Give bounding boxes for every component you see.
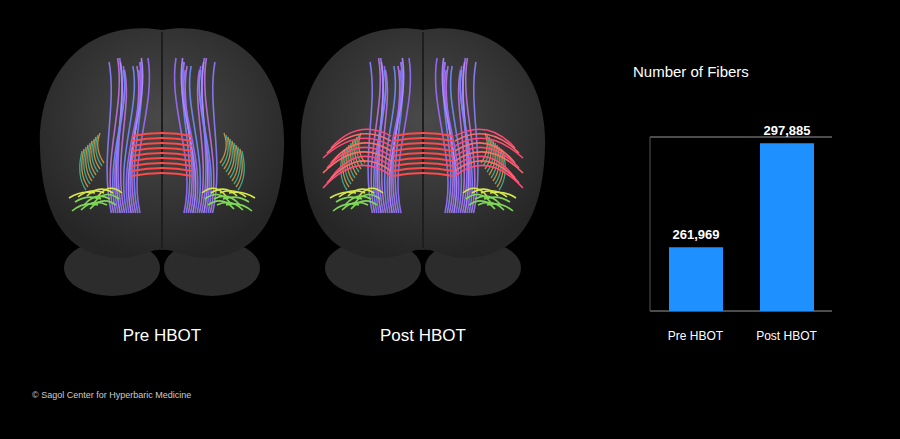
svg-text:Pre HBOT: Pre HBOT: [668, 329, 724, 343]
svg-text:Post HBOT: Post HBOT: [756, 329, 817, 343]
svg-text:Pre HBOT: Pre HBOT: [123, 326, 201, 345]
svg-text:261,969: 261,969: [673, 227, 720, 242]
svg-text:297,885: 297,885: [764, 123, 811, 138]
svg-text:Number of Fibers: Number of Fibers: [633, 63, 749, 80]
svg-text:Post HBOT: Post HBOT: [380, 326, 466, 345]
svg-text:© Sagol Center for Hyperbaric: © Sagol Center for Hyperbaric Medicine: [32, 390, 191, 400]
